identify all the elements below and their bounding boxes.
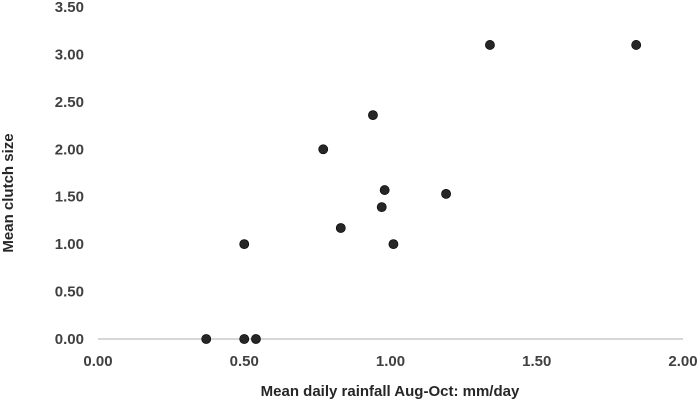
- x-tick-label: 1.00: [376, 353, 405, 370]
- y-tick-label: 1.00: [55, 236, 84, 253]
- data-point: [379, 185, 390, 195]
- data-point: [239, 334, 250, 344]
- y-tick-label: 2.00: [55, 141, 84, 158]
- data-point: [251, 334, 261, 344]
- y-tick-label: 1.50: [55, 189, 84, 206]
- data-point: [631, 40, 642, 50]
- y-tick-label: 3.50: [55, 0, 84, 16]
- data-point: [368, 110, 378, 121]
- x-axis-ticks: 0.00 0.50 1.00 1.50 2.00: [83, 353, 697, 370]
- y-tick-label: 2.50: [55, 94, 84, 111]
- data-point: [388, 239, 399, 250]
- x-tick-label: 0.50: [230, 353, 259, 370]
- data-point: [335, 223, 346, 233]
- data-point: [201, 334, 212, 344]
- x-tick-label: 0.00: [83, 353, 112, 370]
- data-point: [376, 202, 387, 213]
- data-point: [485, 40, 495, 50]
- data-point: [318, 144, 329, 155]
- x-tick-label: 2.00: [668, 353, 697, 370]
- y-tick-label: 0.00: [55, 331, 84, 348]
- x-tick-label: 1.50: [522, 353, 551, 370]
- y-tick-label: 3.00: [55, 46, 84, 63]
- x-axis-title: Mean daily rainfall Aug-Oct: mm/day: [261, 383, 520, 400]
- y-tick-label: 0.50: [55, 284, 84, 301]
- y-axis-ticks: 0.00 0.50 1.00 1.50 2.00 2.50 3.00 3.50: [55, 0, 84, 348]
- y-axis-title: Mean clutch size: [0, 133, 17, 252]
- data-point: [441, 188, 451, 199]
- data-points: [201, 40, 642, 344]
- data-point: [239, 239, 250, 250]
